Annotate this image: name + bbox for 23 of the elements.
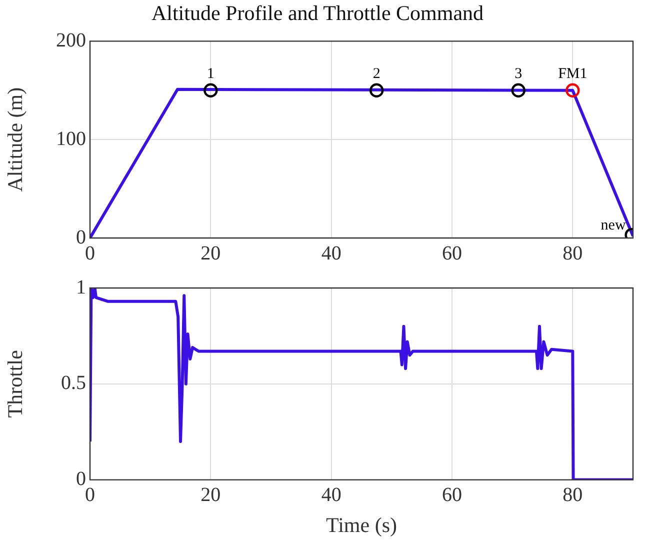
x-tick-label: 40 [321,242,342,264]
x-tick-label: 80 [562,242,583,264]
x-tick-label: 40 [321,484,342,506]
annotation: 2 [372,66,380,82]
annotation: new [600,217,626,234]
x-axis-title: Time (s) [326,512,397,537]
annotation: FM1 [558,66,588,82]
y-axis-title: Throttle [3,350,28,418]
x-tick-label: 60 [442,242,462,264]
x-tick-label: 60 [442,484,462,506]
y-tick-label: 0 [76,468,86,490]
chart-title: Altitude Profile and Throttle Command [151,1,484,26]
y-tick-label: 100 [56,128,86,150]
x-tick-label: 20 [200,484,221,506]
y-tick-label: 0.5 [61,372,86,394]
x-tick-label: 20 [200,242,221,264]
y-tick-label: 0 [76,226,86,248]
y-tick-label: 200 [56,29,86,52]
y-axis-title: Altitude (m) [3,87,28,192]
x-tick-label: 80 [562,484,583,506]
y-tick-label: 1 [76,276,86,298]
annotation: 3 [514,66,522,82]
annotation: 1 [206,66,214,82]
